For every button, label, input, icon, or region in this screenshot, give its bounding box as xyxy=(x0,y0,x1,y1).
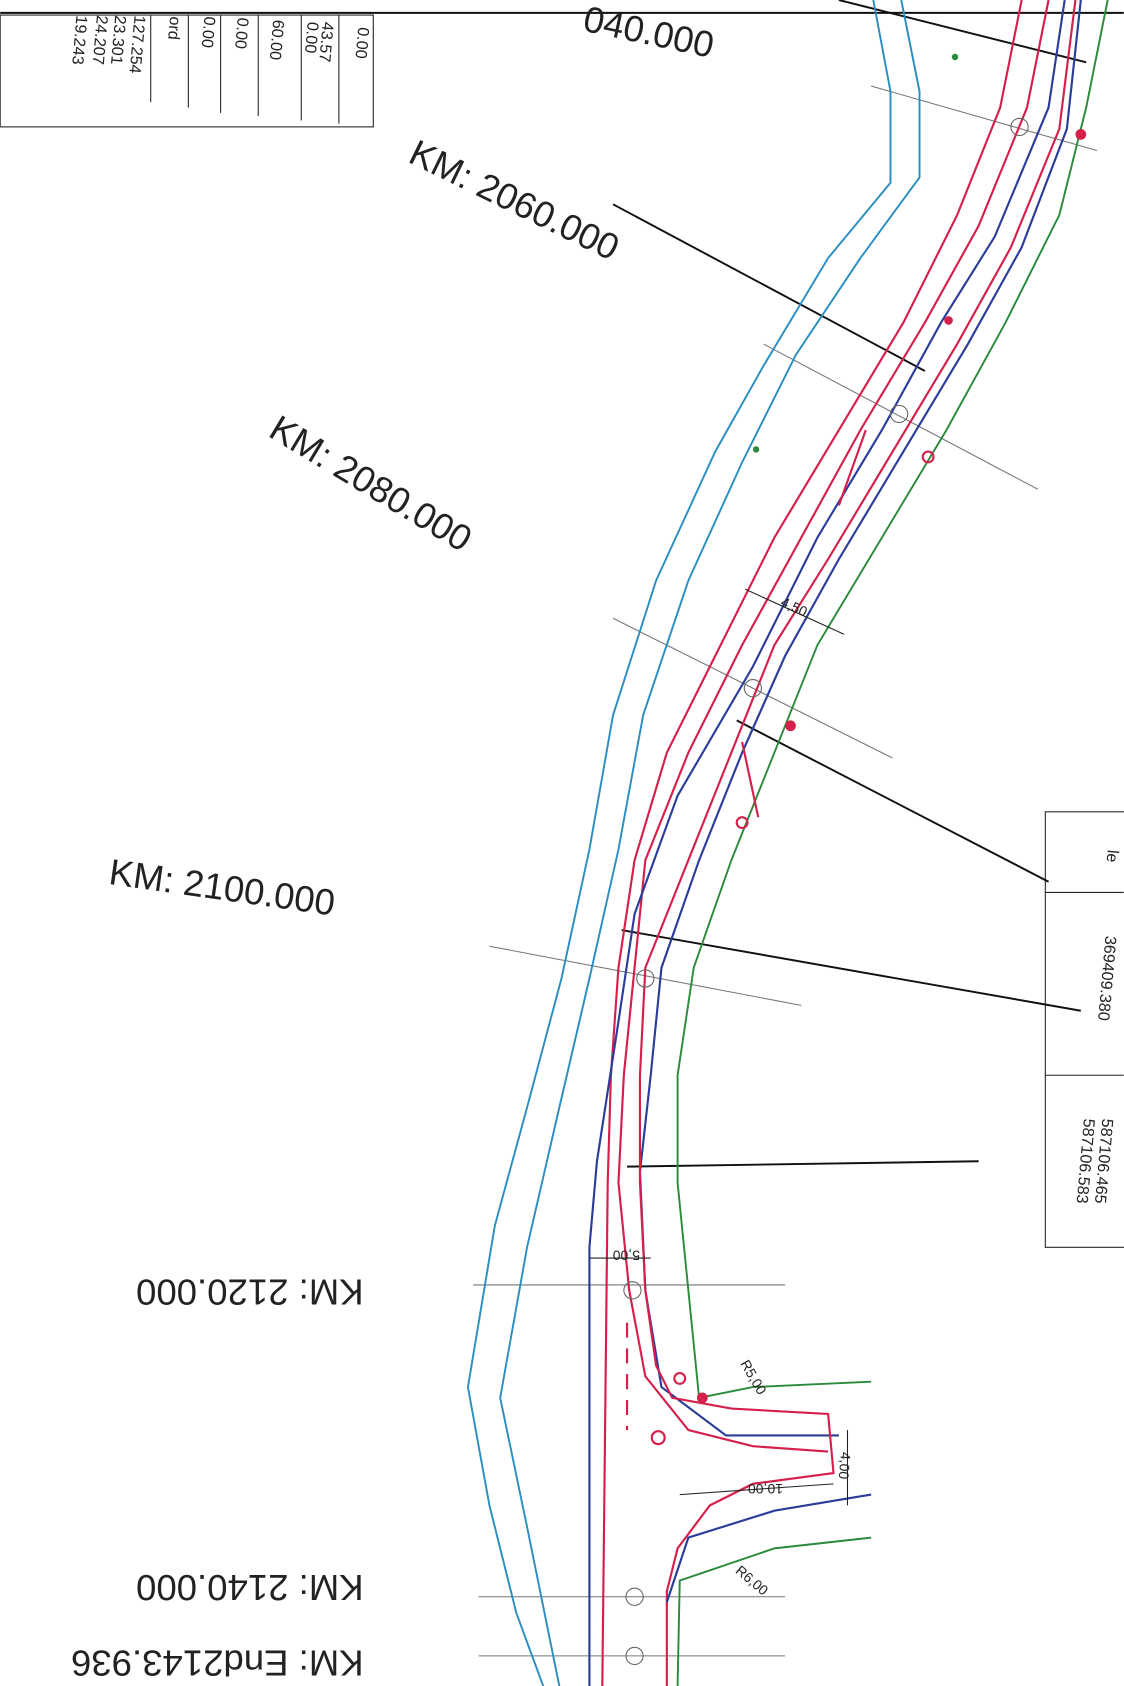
marker xyxy=(636,969,655,988)
table-cell: 43.57 xyxy=(315,21,336,63)
marker xyxy=(889,404,909,424)
station-label: KM: 2060.000 xyxy=(403,132,626,269)
marker xyxy=(743,679,762,698)
marker xyxy=(951,53,959,61)
line xyxy=(676,0,1109,1399)
line xyxy=(736,719,1049,883)
line xyxy=(627,1160,979,1168)
station-label: KM: 2100.000 xyxy=(107,851,338,923)
marker xyxy=(1075,129,1087,140)
marker xyxy=(785,720,796,732)
marker xyxy=(921,450,935,464)
line xyxy=(612,617,893,759)
station-label: KM: 2120.000 xyxy=(136,1272,364,1313)
table-cell: 0.00 xyxy=(198,16,219,49)
line xyxy=(870,85,1098,152)
line xyxy=(499,0,921,1686)
table-cell: le xyxy=(1103,849,1122,863)
marker xyxy=(752,446,760,453)
right-table xyxy=(1044,811,1124,1248)
marker xyxy=(944,316,953,325)
station-label: KM: End2143.936 xyxy=(71,1643,364,1684)
station-label: KM: 2140.000 xyxy=(136,1567,364,1608)
line xyxy=(612,203,926,372)
line xyxy=(741,741,760,818)
line xyxy=(837,429,867,506)
table-frame xyxy=(0,14,374,128)
marker xyxy=(650,1430,666,1446)
station-label: KM: 2080.000 xyxy=(263,407,479,559)
group: 040.000 xyxy=(580,0,718,66)
marker xyxy=(673,1372,687,1385)
road-lines xyxy=(466,0,1109,1686)
table-cell: 0.00 xyxy=(231,17,252,50)
line xyxy=(679,1483,834,1496)
dimension-lines xyxy=(589,588,849,1506)
markers xyxy=(623,53,1087,1666)
line xyxy=(838,0,1087,64)
marker xyxy=(623,1281,642,1300)
marker xyxy=(735,816,749,830)
table-cell: 127.254 xyxy=(126,15,149,75)
marker xyxy=(1010,117,1029,137)
table-cell: 24.207 xyxy=(89,15,111,66)
line xyxy=(745,588,845,635)
dimension-label: 4,00 xyxy=(836,1451,854,1480)
table-cell: 0.00 xyxy=(352,27,373,60)
line xyxy=(601,0,1023,1686)
table-cell: ord xyxy=(164,16,184,41)
line xyxy=(763,343,1039,490)
marker xyxy=(696,1392,708,1404)
line xyxy=(617,0,1050,1453)
marker xyxy=(625,1646,644,1666)
dimension-label: 10,00 xyxy=(748,1481,783,1497)
marker xyxy=(625,1587,644,1606)
line xyxy=(621,929,1081,1012)
table-cell: 0.00 xyxy=(301,21,322,54)
top-table xyxy=(0,14,374,128)
table-cell: 60.00 xyxy=(266,19,287,61)
station-label: 040.000 xyxy=(580,0,718,66)
dimension-label: R6,00 xyxy=(733,1562,772,1598)
dimension-label: R5,00 xyxy=(737,1357,770,1397)
table-cell: 19.243 xyxy=(68,15,90,66)
line xyxy=(638,0,1082,1437)
line xyxy=(665,1493,872,1603)
dimension-label: 5,00 xyxy=(613,1248,640,1264)
table-cell: 23.301 xyxy=(107,15,129,66)
table-frame xyxy=(1044,811,1124,1248)
line xyxy=(676,1536,872,1686)
line xyxy=(588,0,1066,1686)
table-cell: 369409.380 xyxy=(1094,935,1119,1021)
station-lines xyxy=(473,0,1098,1657)
line xyxy=(466,0,892,1686)
